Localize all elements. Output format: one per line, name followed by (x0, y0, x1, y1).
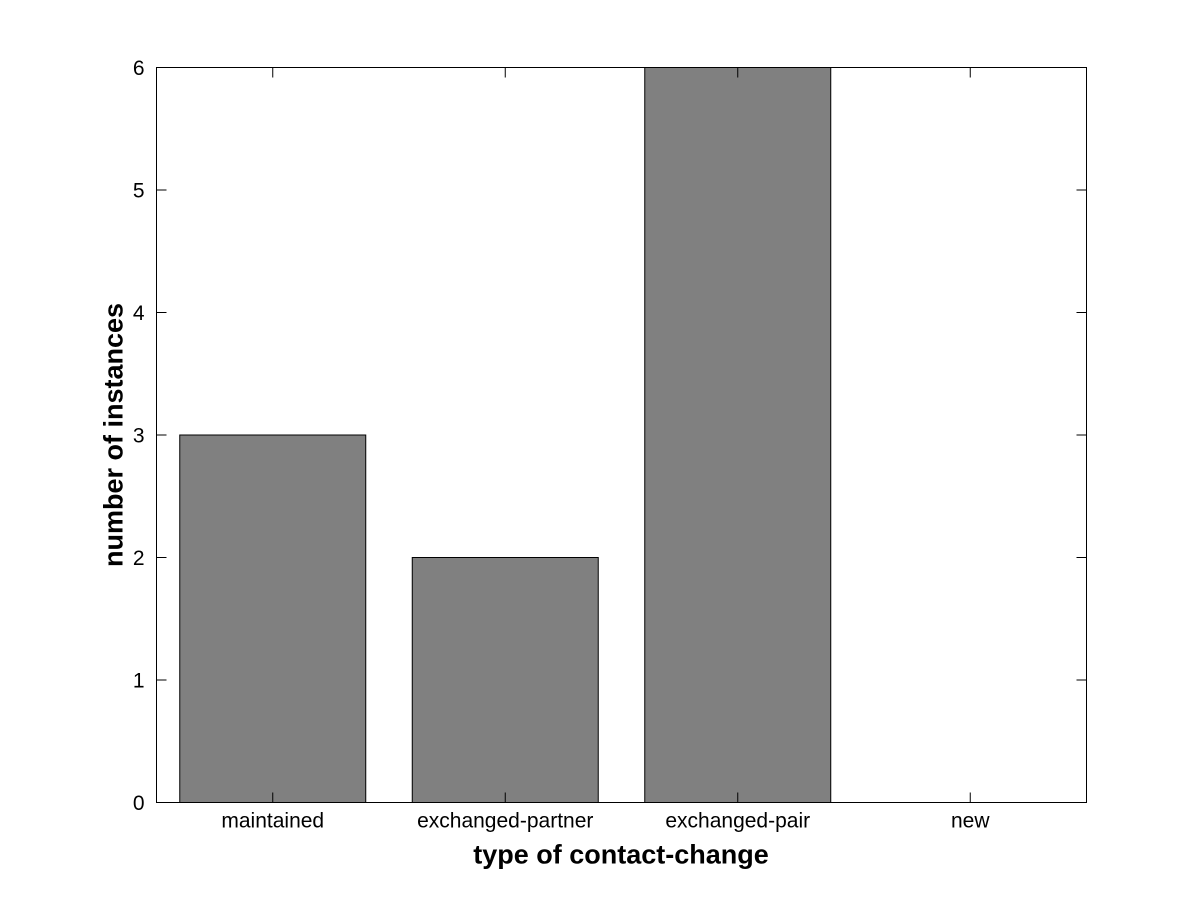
y-tick-label: 3 (133, 425, 145, 448)
x-tick-label: new (951, 810, 990, 833)
bar-exchanged-partner (411, 557, 599, 803)
y-tick-label: 2 (133, 547, 145, 570)
x-tick-label: maintained (221, 810, 324, 833)
bar-maintained (179, 434, 367, 803)
y-tick-label: 4 (133, 302, 145, 325)
y-tick-label: 0 (133, 792, 145, 815)
y-tick-label: 6 (133, 57, 145, 80)
y-axis-label: number of instances (98, 302, 129, 568)
y-tick-label: 5 (133, 180, 145, 203)
x-axis-label: type of contact-change (473, 839, 769, 870)
bar-exchanged-pair (644, 67, 832, 803)
y-tick-label: 1 (133, 670, 145, 693)
x-tick-label: exchanged-pair (665, 810, 810, 833)
x-tick-label: exchanged-partner (417, 810, 593, 833)
